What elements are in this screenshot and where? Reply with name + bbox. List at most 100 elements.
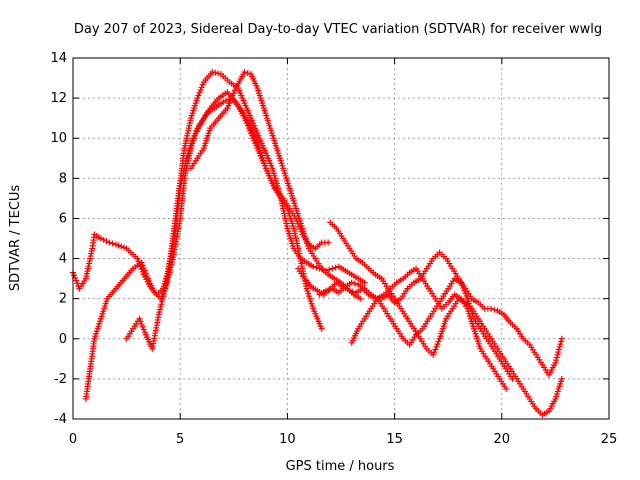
data-point	[318, 325, 325, 332]
data-point	[73, 277, 80, 284]
data-point	[158, 301, 165, 308]
data-point	[194, 95, 201, 102]
x-axis-label: GPS time / hours	[286, 459, 395, 474]
data-point	[310, 263, 317, 270]
y-tick-label: 10	[50, 131, 67, 146]
data-point	[138, 321, 145, 328]
x-tick-label: 25	[601, 432, 618, 447]
data-point	[138, 259, 145, 266]
y-tick-label: 2	[59, 292, 67, 307]
data-point	[555, 346, 562, 353]
data-point	[435, 338, 442, 345]
chart-title: Day 207 of 2023, Sidereal Day-to-day VTE…	[74, 22, 602, 37]
x-tick-label: 5	[176, 432, 184, 447]
data-point	[244, 70, 251, 77]
data-point	[313, 264, 320, 271]
data-point	[103, 238, 110, 245]
data-point	[432, 346, 439, 353]
series-track-8	[348, 265, 510, 392]
data-point	[503, 385, 510, 392]
data-point	[155, 311, 162, 318]
data-point	[348, 279, 355, 286]
data-point	[462, 290, 469, 297]
data-point	[554, 351, 561, 358]
data-point	[325, 239, 332, 246]
data-point	[558, 335, 565, 342]
data-point	[158, 298, 165, 305]
data-point	[139, 323, 146, 330]
data-point	[556, 343, 563, 350]
data-point	[120, 244, 127, 251]
data-point	[326, 286, 333, 293]
y-axis-ticks: -4 -2 0 2 4 6 8 10 12 14	[50, 51, 609, 427]
data-point	[332, 264, 339, 271]
data-point	[97, 235, 104, 242]
x-axis-ticks: 0 5 10 15 20 25	[69, 58, 617, 447]
data-point	[463, 292, 470, 299]
y-tick-label: 8	[59, 171, 67, 186]
x-tick-label: 0	[69, 432, 77, 447]
data-point	[434, 341, 441, 348]
data-point	[346, 287, 353, 294]
data-point	[361, 279, 368, 286]
y-tick-label: 12	[50, 91, 67, 106]
data-point	[433, 343, 440, 350]
data-point	[141, 267, 148, 274]
data-point	[357, 295, 364, 302]
data-point	[241, 69, 248, 76]
data-point	[140, 326, 147, 333]
data-point	[71, 272, 78, 279]
data-point	[458, 279, 465, 286]
data-point	[156, 309, 163, 316]
data-point	[555, 349, 562, 356]
data-point	[351, 280, 358, 287]
data-point	[553, 354, 560, 361]
data-point	[196, 89, 203, 96]
data-point	[209, 69, 216, 76]
data-point	[431, 349, 438, 356]
x-tick-label: 20	[494, 432, 511, 447]
data-point	[199, 81, 206, 88]
data-point	[220, 99, 227, 106]
data-marks	[70, 69, 565, 418]
x-tick-label: 15	[386, 432, 403, 447]
data-point	[134, 255, 141, 262]
data-point	[215, 70, 222, 77]
y-tick-label: -4	[54, 412, 67, 427]
data-point	[106, 239, 113, 246]
data-point	[74, 280, 81, 287]
data-point	[326, 266, 333, 273]
y-axis-label: SDTVAR / TECUs	[8, 185, 23, 292]
data-point	[157, 306, 164, 313]
data-point	[195, 92, 202, 99]
data-point	[212, 69, 219, 76]
data-point	[319, 266, 326, 273]
data-point	[139, 262, 146, 269]
data-point	[141, 329, 148, 336]
x-tick-label: 10	[279, 432, 296, 447]
data-point	[553, 357, 560, 364]
data-point	[198, 84, 205, 91]
data-point	[491, 306, 498, 313]
data-point	[135, 258, 142, 265]
data-point	[112, 241, 119, 248]
data-point	[461, 287, 468, 294]
y-tick-label: -2	[54, 372, 67, 387]
data-point	[160, 293, 167, 300]
series-track-6	[316, 275, 516, 382]
y-tick-label: 0	[59, 332, 67, 347]
data-point	[552, 359, 559, 366]
data-point	[160, 290, 167, 297]
plot-frame	[72, 57, 610, 420]
series-track-3	[123, 69, 368, 352]
data-point	[109, 240, 116, 247]
data-point	[159, 296, 166, 303]
data-point	[460, 284, 467, 291]
data-point	[558, 338, 565, 345]
data-point	[142, 270, 149, 277]
data-point	[349, 288, 356, 295]
y-tick-label: 6	[59, 211, 67, 226]
data-point	[329, 265, 336, 272]
data-point	[137, 318, 144, 325]
